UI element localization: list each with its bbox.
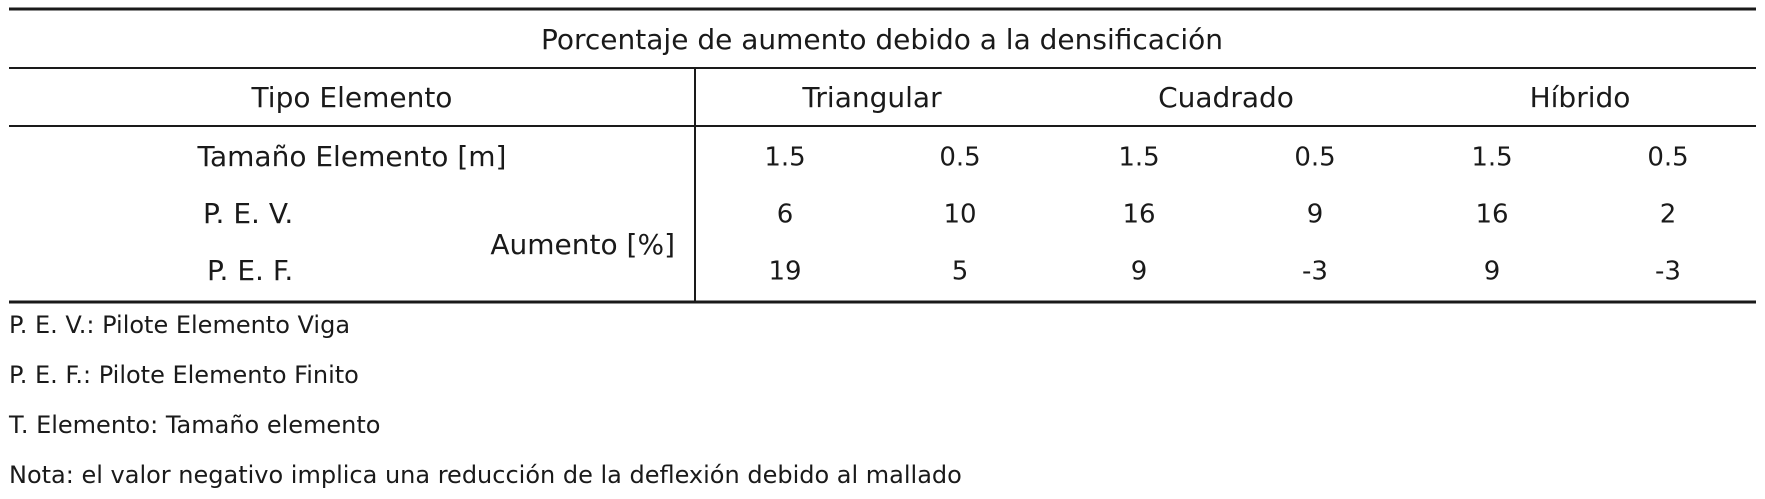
column-header: Híbrido bbox=[1530, 81, 1631, 114]
cell: -3 bbox=[1655, 257, 1681, 287]
row-label: Tamaño Elemento [m] bbox=[197, 140, 507, 173]
row-label: P. E. F. bbox=[207, 254, 293, 287]
cell: 10 bbox=[943, 200, 976, 230]
note: T. Elemento: Tamaño elemento bbox=[8, 411, 380, 439]
cell: 1.5 bbox=[1118, 143, 1159, 173]
cell: 9 bbox=[1484, 257, 1501, 287]
cell: 9 bbox=[1131, 257, 1148, 287]
cell: -3 bbox=[1302, 257, 1328, 287]
cell: 16 bbox=[1475, 200, 1508, 230]
table-title: Porcentaje de aumento debido a la densif… bbox=[541, 23, 1223, 56]
note: Nota: el valor negativo implica una redu… bbox=[9, 461, 962, 489]
cell: 1.5 bbox=[764, 143, 805, 173]
cell: 1.5 bbox=[1471, 143, 1512, 173]
note: P. E. F.: Pilote Elemento Finito bbox=[9, 361, 359, 389]
cell: 6 bbox=[777, 200, 794, 230]
column-header: Tipo Elemento bbox=[251, 81, 453, 114]
note: P. E. V.: Pilote Elemento Viga bbox=[9, 311, 350, 339]
cell: 5 bbox=[952, 257, 969, 287]
column-header: Cuadrado bbox=[1158, 81, 1294, 114]
column-header: Triangular bbox=[801, 81, 942, 114]
cell: 16 bbox=[1122, 200, 1155, 230]
row-label: P. E. V. bbox=[203, 197, 293, 230]
cell: 2 bbox=[1660, 200, 1677, 230]
cell: 19 bbox=[768, 257, 801, 287]
metric-label: Aumento [%] bbox=[490, 228, 675, 261]
cell: 0.5 bbox=[1647, 143, 1688, 173]
cell: 9 bbox=[1307, 200, 1324, 230]
cell: 0.5 bbox=[939, 143, 980, 173]
cell: 0.5 bbox=[1294, 143, 1335, 173]
